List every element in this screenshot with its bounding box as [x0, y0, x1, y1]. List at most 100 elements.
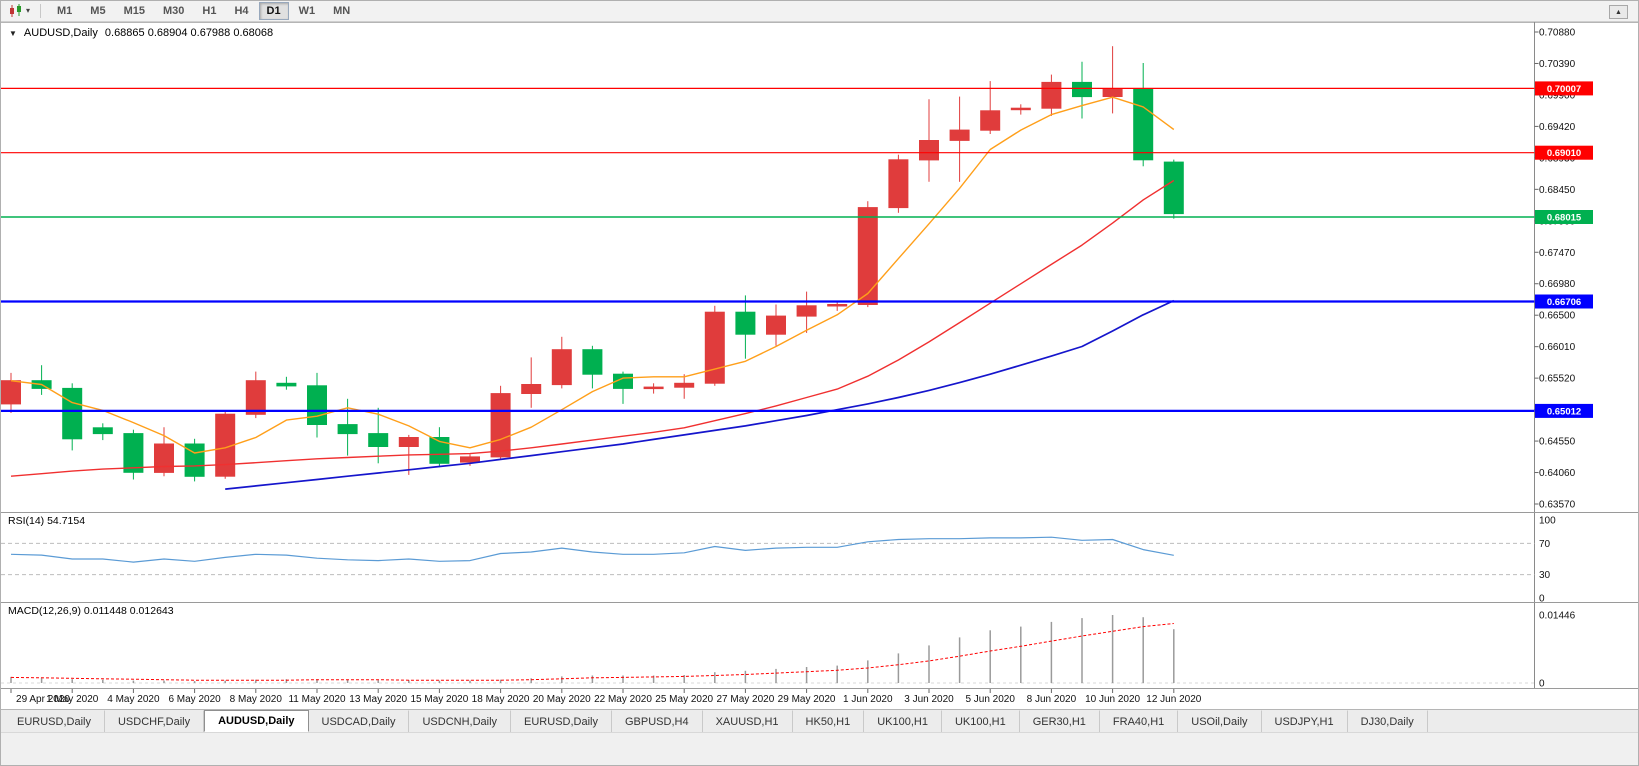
tab-usdcnh-daily[interactable]: USDCNH,Daily [409, 710, 512, 732]
ma-line-slow-blue [225, 299, 1175, 490]
rsi-axis-label: 0 [1539, 594, 1545, 605]
date-label: 3 Jun 2020 [904, 694, 954, 705]
date-label: 20 May 2020 [533, 694, 591, 705]
date-label: 8 May 2020 [230, 694, 283, 705]
scroll-up-button[interactable]: ▲ [1609, 5, 1628, 19]
candle-body [460, 456, 480, 463]
candle-body [429, 437, 450, 464]
candle-body [888, 159, 909, 209]
rsi-axis-label: 30 [1539, 570, 1551, 581]
candle-body [1072, 81, 1092, 98]
price-badge-label: 0.69010 [1547, 148, 1581, 159]
candle-body [337, 424, 358, 435]
macd-axis-label: 0 [1539, 679, 1545, 690]
date-label: 27 May 2020 [716, 694, 774, 705]
timeframe-button-h4[interactable]: H4 [234, 5, 249, 17]
candle-body [949, 129, 970, 141]
timeframe-button-h1[interactable]: H1 [202, 5, 217, 17]
date-label: 15 May 2020 [410, 694, 468, 705]
date-label: 10 Jun 2020 [1085, 694, 1140, 705]
chart-ohlc-values: 0.68865 0.68904 0.67988 0.68068 [104, 27, 274, 39]
rsi-indicator-label: RSI(14) 54.7154 [8, 515, 86, 527]
timeframe-button-m5[interactable]: M5 [90, 5, 106, 17]
timeframe-button-w1[interactable]: W1 [298, 5, 316, 17]
date-label: 29 May 2020 [778, 694, 836, 705]
tab-ger30-h1[interactable]: GER30,H1 [1019, 710, 1100, 732]
candles-layer [1, 46, 1184, 482]
symbol-marker-triangle-icon[interactable]: ▼ [9, 28, 17, 38]
candle-body [398, 437, 419, 447]
candle-body [1010, 107, 1031, 111]
date-label: 8 Jun 2020 [1027, 694, 1077, 705]
price-axis-label: 0.67470 [1539, 248, 1576, 259]
tab-hk50-h1[interactable]: HK50,H1 [792, 710, 865, 732]
date-label: 29 Apr 2020 [16, 694, 70, 705]
rsi-axis-label: 100 [1539, 516, 1556, 527]
price-axis-label: 0.70880 [1539, 28, 1576, 39]
timeframe-button-mn[interactable]: MN [333, 5, 351, 17]
tab-usdchf-daily[interactable]: USDCHF,Daily [104, 710, 205, 732]
tab-gbpusd-h4[interactable]: GBPUSD,H4 [612, 710, 703, 732]
tab-uk100-h1[interactable]: UK100,H1 [864, 710, 942, 732]
candle-body [919, 140, 939, 161]
date-label: 11 May 2020 [288, 694, 346, 705]
timeframe-button-m1[interactable]: M1 [57, 5, 73, 17]
candle-body [245, 380, 266, 415]
tab-eurusd-daily[interactable]: EURUSD,Daily [4, 710, 105, 732]
candle-body [582, 349, 603, 375]
price-badge-label: 0.70007 [1547, 84, 1581, 95]
candle-body [1102, 88, 1123, 98]
price-axis-label: 0.64060 [1539, 468, 1576, 479]
price-axis-label: 0.68450 [1539, 185, 1576, 196]
date-label: 12 Jun 2020 [1146, 694, 1201, 705]
timeframe-toolbar: ▾ M1 M5 M15 M30 H1 H4 D1 W1 MN [1, 1, 1638, 22]
price-axis-label: 0.70390 [1539, 59, 1576, 70]
date-label: 18 May 2020 [472, 694, 530, 705]
price-badge [1535, 145, 1593, 160]
candle-body [1, 380, 21, 405]
date-label: 6 May 2020 [168, 694, 221, 705]
date-label: 22 May 2020 [594, 694, 652, 705]
price-badge [1535, 210, 1593, 224]
tab-audusd-daily[interactable]: AUDUSD,Daily [204, 710, 309, 732]
date-label: 13 May 2020 [349, 694, 407, 705]
tab-eurusd-daily[interactable]: EURUSD,Daily [511, 710, 612, 732]
ma-line-mid-red [10, 179, 1175, 477]
candle-body [123, 433, 144, 473]
tab-usdcad-daily[interactable]: USDCAD,Daily [308, 710, 410, 732]
price-axis-label: 0.69900 [1539, 90, 1576, 101]
candle-body [766, 315, 786, 335]
candle-body [735, 311, 756, 335]
price-axis-label: 0.66500 [1539, 311, 1576, 322]
price-badge [1535, 403, 1593, 418]
tab-fra40-h1[interactable]: FRA40,H1 [1099, 710, 1179, 732]
candle-body [154, 443, 174, 473]
chart-type-button[interactable]: ▾ [5, 3, 33, 19]
timeframe-button-m30[interactable]: M30 [162, 5, 185, 17]
date-label: 4 May 2020 [107, 694, 160, 705]
status-area [1, 732, 1638, 765]
price-badge [1535, 81, 1593, 96]
chart-canvas[interactable]: 0.708800.703900.699000.694200.689300.684… [1, 1, 1639, 709]
toolbar-separator [40, 4, 42, 18]
rsi-axis-label: 70 [1539, 539, 1551, 550]
candle-body [857, 207, 878, 306]
candle-body [92, 427, 113, 435]
macd-indicator-label: MACD(12,26,9) 0.011448 0.012643 [8, 605, 174, 617]
tab-usdjpy-h1[interactable]: USDJPY,H1 [1261, 710, 1348, 732]
tab-xauusd-h1[interactable]: XAUUSD,H1 [702, 710, 793, 732]
price-axis-label: 0.63570 [1539, 500, 1576, 511]
candle-body [307, 385, 327, 425]
date-label: 1 May 2020 [46, 694, 99, 705]
chart-background [1, 22, 1638, 689]
price-badge-label: 0.66706 [1547, 297, 1581, 308]
timeframe-button-d1[interactable]: D1 [258, 2, 289, 20]
tab-uk100-h1[interactable]: UK100,H1 [941, 710, 1020, 732]
tab-usoil-daily[interactable]: USOil,Daily [1178, 710, 1262, 732]
candle-body [62, 387, 83, 440]
price-badge-label: 0.68015 [1547, 212, 1582, 223]
rsi-line [10, 536, 1174, 563]
tab-dj30-daily[interactable]: DJ30,Daily [1347, 710, 1428, 732]
macd-signal-line [10, 623, 1174, 681]
timeframe-button-m15[interactable]: M15 [123, 5, 145, 17]
